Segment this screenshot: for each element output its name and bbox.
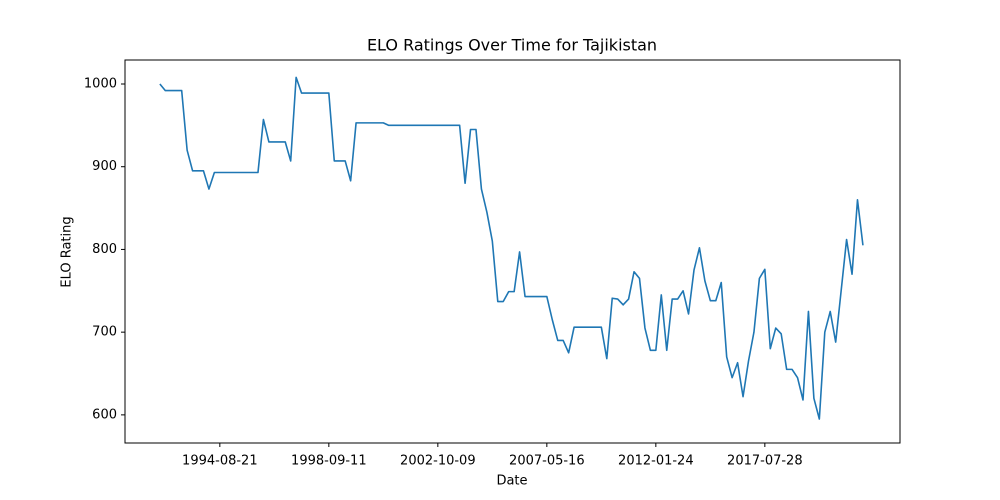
- y-tick-label: 700: [92, 325, 117, 340]
- y-tick-label: 800: [92, 242, 117, 257]
- chart-title: ELO Ratings Over Time for Tajikistan: [367, 36, 657, 55]
- y-axis-label: ELO Rating: [60, 216, 75, 287]
- x-tick-label: 2012-01-24: [618, 454, 694, 469]
- x-tick-label: 2017-07-28: [727, 454, 803, 469]
- y-tick-label: 900: [92, 159, 117, 174]
- x-tick-label: 1994-08-21: [182, 454, 258, 469]
- y-tick-label: 1000: [84, 76, 117, 91]
- plot-frame: [124, 59, 901, 444]
- x-tick-label: 2007-05-16: [509, 454, 585, 469]
- data-line: [159, 76, 864, 420]
- y-tick-label: 600: [92, 407, 117, 422]
- x-axis-label: Date: [496, 474, 527, 489]
- x-tick-label: 2002-10-09: [400, 454, 476, 469]
- x-tick-label: 1998-09-11: [291, 454, 367, 469]
